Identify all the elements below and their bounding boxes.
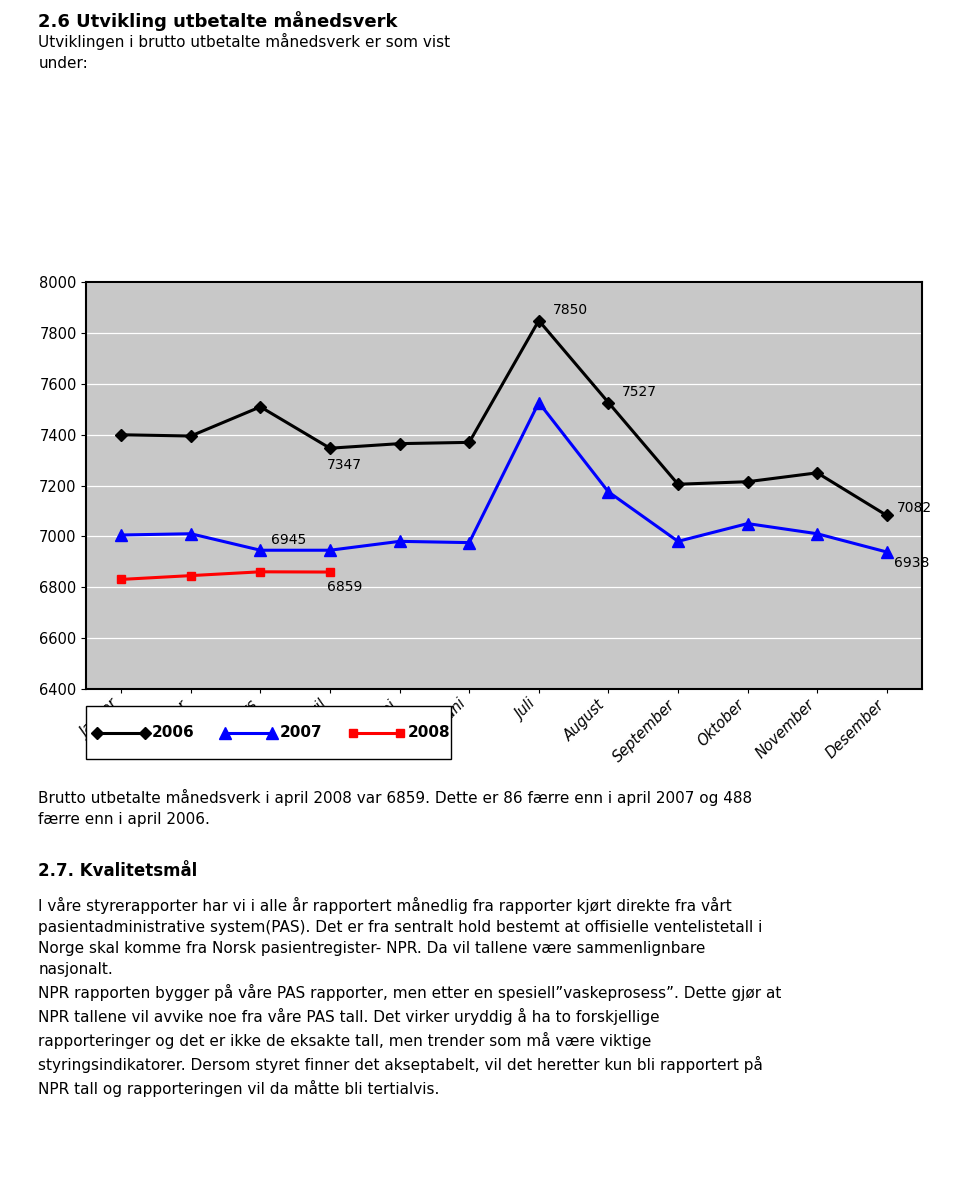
- Text: 2.7. Kvalitetsmål: 2.7. Kvalitetsmål: [38, 862, 198, 879]
- Text: 7347: 7347: [326, 458, 362, 472]
- FancyBboxPatch shape: [86, 706, 451, 759]
- Text: 7082: 7082: [898, 500, 932, 514]
- Text: 2007: 2007: [279, 725, 323, 740]
- Text: 2.6 Utvikling utbetalte månedsverk: 2.6 Utvikling utbetalte månedsverk: [38, 11, 397, 31]
- Text: Utviklingen i brutto utbetalte månedsverk er som vist
under:: Utviklingen i brutto utbetalte månedsver…: [38, 33, 450, 71]
- Text: I våre styrerapporter har vi i alle år rapportert månedlig fra rapporter kjørt d: I våre styrerapporter har vi i alle år r…: [38, 897, 781, 1097]
- Text: 7527: 7527: [622, 385, 658, 399]
- Text: Brutto utbetalte månedsverk i april 2008 var 6859. Dette er 86 færre enn i april: Brutto utbetalte månedsverk i april 2008…: [38, 789, 753, 826]
- Text: 2006: 2006: [152, 725, 195, 740]
- Text: 2008: 2008: [407, 725, 450, 740]
- Text: 6859: 6859: [326, 580, 362, 594]
- Text: 6938: 6938: [894, 557, 929, 570]
- Text: 7850: 7850: [553, 304, 588, 318]
- Text: 6945: 6945: [271, 533, 306, 547]
